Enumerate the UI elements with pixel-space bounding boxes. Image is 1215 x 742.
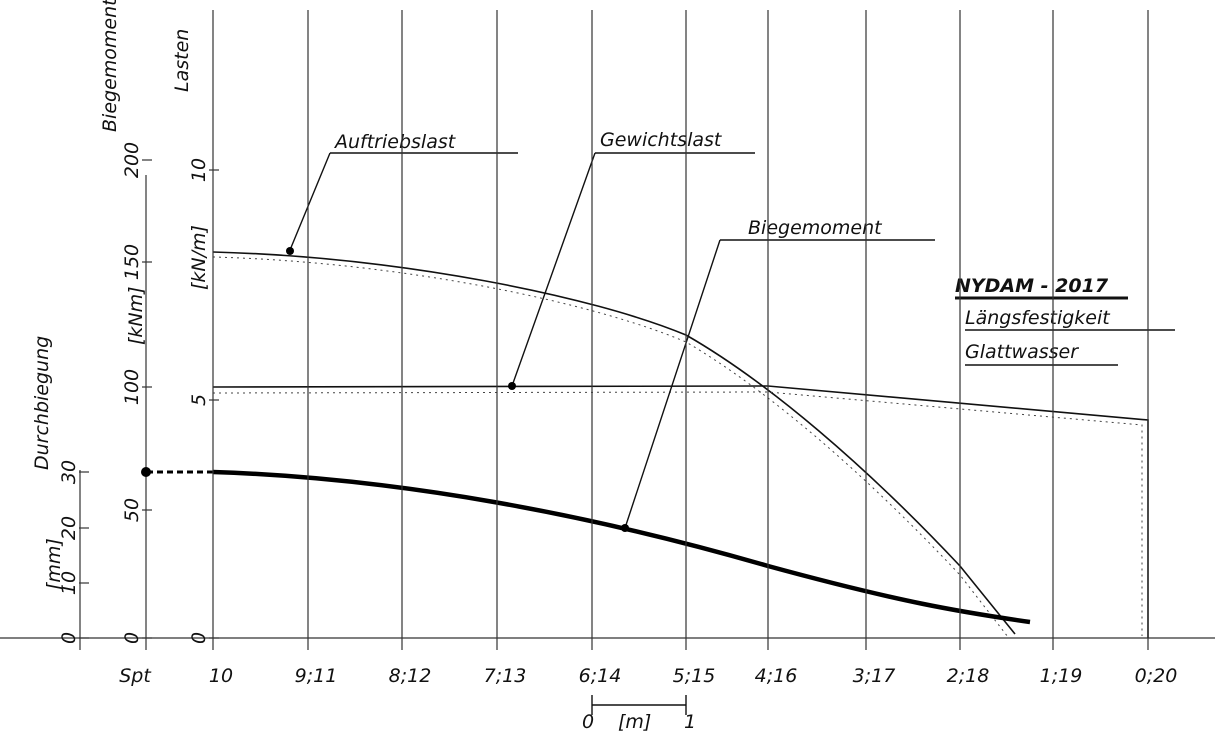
axis-tick-label: 200: [121, 142, 143, 178]
axis-tick-label: 0: [58, 632, 80, 644]
station-label: 8;12: [389, 665, 432, 687]
label: Biegemoment: [748, 217, 883, 239]
axis-tick-label: 10: [58, 571, 80, 595]
station-label: 10: [209, 665, 233, 687]
auftrieb-hatch: [212, 256, 1009, 638]
axis-tick-label: 100: [121, 369, 143, 405]
leader-dots: [286, 247, 629, 532]
label: Gewichtslast: [600, 129, 723, 151]
axis-tick-label: 0: [121, 632, 143, 644]
axis-unit: [mm]: [43, 538, 65, 590]
scale-label: 1: [684, 711, 696, 733]
axis-title: Lasten: [171, 29, 193, 92]
axis-unit: [kN/m]: [188, 225, 210, 290]
auftrieb-curve: [212, 251, 1016, 635]
station-label: 7;13: [484, 665, 527, 687]
title: Längsfestigkeit: [965, 307, 1111, 329]
biege-curve: [212, 469, 1031, 625]
station-label: 3;17: [853, 665, 896, 687]
axis-tick-label: 50: [121, 498, 143, 522]
gewicht-curve: [212, 385, 1149, 638]
axis-tick-label: 0: [188, 632, 210, 644]
axis-title: Durchbiegung: [31, 336, 53, 470]
title: Glattwasser: [965, 341, 1079, 363]
axis-tick-label: 150: [121, 244, 143, 280]
title: NYDAM - 2017: [955, 275, 1109, 297]
station-label: 1;19: [1040, 665, 1083, 687]
label: Auftriebslast: [333, 131, 457, 153]
scale-label: 0: [582, 711, 594, 733]
leaders: [289, 152, 1175, 715]
axis-tick-label: 5: [188, 394, 210, 406]
station-label: 2;18: [947, 665, 990, 687]
axis-tick-label: 20: [58, 516, 80, 540]
dot: [141, 467, 151, 477]
gewicht-hatch: [212, 391, 1143, 636]
axis-unit: [kNm]: [125, 286, 147, 345]
station-label: Spt: [119, 665, 152, 687]
axis-tick-label: 10: [188, 158, 210, 182]
station-label: 4;16: [755, 665, 798, 687]
scale-label: [m]: [618, 711, 651, 733]
station-label: 5;15: [673, 665, 716, 687]
axis-tick-label: 30: [58, 460, 80, 484]
station-label: 9;11: [295, 665, 338, 687]
axis-title: Biegemoment: [99, 0, 121, 132]
station-label: 0;20: [1135, 665, 1178, 687]
station-label: 6;14: [579, 665, 622, 687]
